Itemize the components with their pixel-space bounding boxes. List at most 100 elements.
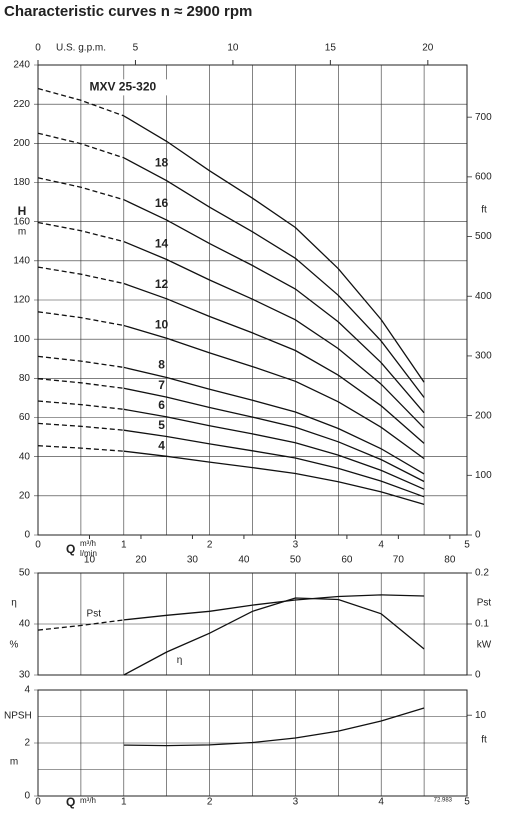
y2-tick-label: 400 <box>475 291 492 302</box>
chart-title: Characteristic curves n ≈ 2900 rpm <box>4 3 252 20</box>
y-tick-label: 2 <box>24 738 30 749</box>
y-tick-label: 20 <box>19 490 31 501</box>
curve <box>37 445 124 452</box>
x-tick-label: 5 <box>464 797 470 808</box>
curve <box>123 408 425 490</box>
x-tick-label: 1 <box>121 797 127 808</box>
y2-tick-label: 0 <box>475 670 481 681</box>
npsh-label: NPSH <box>4 711 32 722</box>
curve <box>37 177 124 201</box>
x2-tick-label: 10 <box>84 555 96 566</box>
npsh-ft-unit: ft <box>481 735 487 746</box>
x2-tick-label: 80 <box>444 555 456 566</box>
curve-label: 6 <box>158 398 165 412</box>
x-unit: m³/h <box>80 796 96 805</box>
eta-label: η <box>11 598 17 609</box>
curve <box>123 450 425 506</box>
eta-unit: % <box>10 640 19 651</box>
y-tick-label: 140 <box>13 255 30 266</box>
curve <box>123 387 425 483</box>
x-label: Q <box>66 542 75 556</box>
x-tick-label: 2 <box>207 540 213 551</box>
x-tick-label: 0 <box>35 540 41 551</box>
curve-label: η <box>177 655 183 666</box>
y2-tick-label: 0 <box>475 530 481 541</box>
curve-label: MXV 25-320 <box>89 80 156 94</box>
y-tick-label: 60 <box>19 412 31 423</box>
pst-unit: kW <box>477 640 492 651</box>
x-label: Q <box>66 795 75 809</box>
gpm-axis-label: U.S. g.p.m. <box>56 43 106 54</box>
y-tick-label: 240 <box>13 60 30 71</box>
curve-label: 7 <box>158 378 165 392</box>
npsh-unit: m <box>10 757 18 768</box>
pst-label: Pst <box>477 598 492 609</box>
x-tick-label: 4 <box>378 797 384 808</box>
figure-code: 72.983 <box>434 798 453 804</box>
y-tick-label: 40 <box>19 619 31 630</box>
curve <box>123 282 425 444</box>
curve <box>37 619 124 631</box>
curve <box>123 324 425 460</box>
y2-tick-label: 0.1 <box>475 619 489 630</box>
y2-tick-label: 0.2 <box>475 568 489 579</box>
x2-tick-label: 70 <box>393 555 405 566</box>
x3-tick-label: 10 <box>227 43 239 54</box>
y2-tick-label: 600 <box>475 171 492 182</box>
curve-label: 18 <box>155 156 169 170</box>
x-tick-label: 2 <box>207 797 213 808</box>
y2-unit: ft <box>481 205 487 216</box>
curve <box>123 157 425 398</box>
curve-label: 8 <box>158 358 165 372</box>
x3-tick-label: 5 <box>133 43 139 54</box>
curve-label: 16 <box>155 196 169 210</box>
x-tick-label: 5 <box>464 540 470 551</box>
curve <box>123 597 425 676</box>
y-tick-label: 220 <box>13 99 30 110</box>
x-tick-label: 1 <box>121 540 127 551</box>
curve <box>37 311 124 327</box>
y-tick-label: 0 <box>24 530 30 541</box>
x-tick-label: 4 <box>378 540 384 551</box>
y-tick-label: 120 <box>13 295 30 306</box>
curve-label: 4 <box>158 438 165 452</box>
label-box <box>85 79 168 96</box>
y2-tick-label: 500 <box>475 231 492 242</box>
curve-label: 14 <box>155 237 169 251</box>
y-tick-label: 100 <box>13 334 30 345</box>
plot-frame <box>37 572 468 676</box>
curve <box>37 221 124 243</box>
y-label: H <box>18 204 27 218</box>
curve <box>123 594 425 621</box>
x-unit: m³/h <box>80 539 96 548</box>
curve <box>37 132 125 159</box>
curve-label: 10 <box>155 317 169 331</box>
y-tick-label: 160 <box>13 216 30 227</box>
x2-tick-label: 60 <box>341 555 353 566</box>
x2-tick-label: 30 <box>187 555 199 566</box>
curve <box>123 199 425 414</box>
y-tick-label: 200 <box>13 138 30 149</box>
y-tick-label: 180 <box>13 177 30 188</box>
y2-tick-label: 100 <box>475 470 492 481</box>
curve <box>37 422 124 431</box>
curve <box>37 266 124 285</box>
plot-frame <box>37 689 468 797</box>
y-unit: m <box>18 227 26 238</box>
y-tick-label: 0 <box>24 791 30 802</box>
y2-tick-label: 300 <box>475 351 492 362</box>
y-tick-label: 80 <box>19 373 31 384</box>
x2-tick-label: 40 <box>238 555 250 566</box>
y2-tick-label: 10 <box>475 710 487 721</box>
curve <box>123 707 425 747</box>
y-tick-label: 30 <box>19 670 31 681</box>
curve-label: 5 <box>158 418 165 432</box>
curve <box>37 87 125 117</box>
x-tick-label: 0 <box>35 797 41 808</box>
curve <box>123 366 425 475</box>
y-tick-label: 4 <box>24 685 30 696</box>
y-tick-label: 40 <box>19 451 31 462</box>
y2-tick-label: 700 <box>475 112 492 123</box>
x3-tick-label: 15 <box>325 43 337 54</box>
